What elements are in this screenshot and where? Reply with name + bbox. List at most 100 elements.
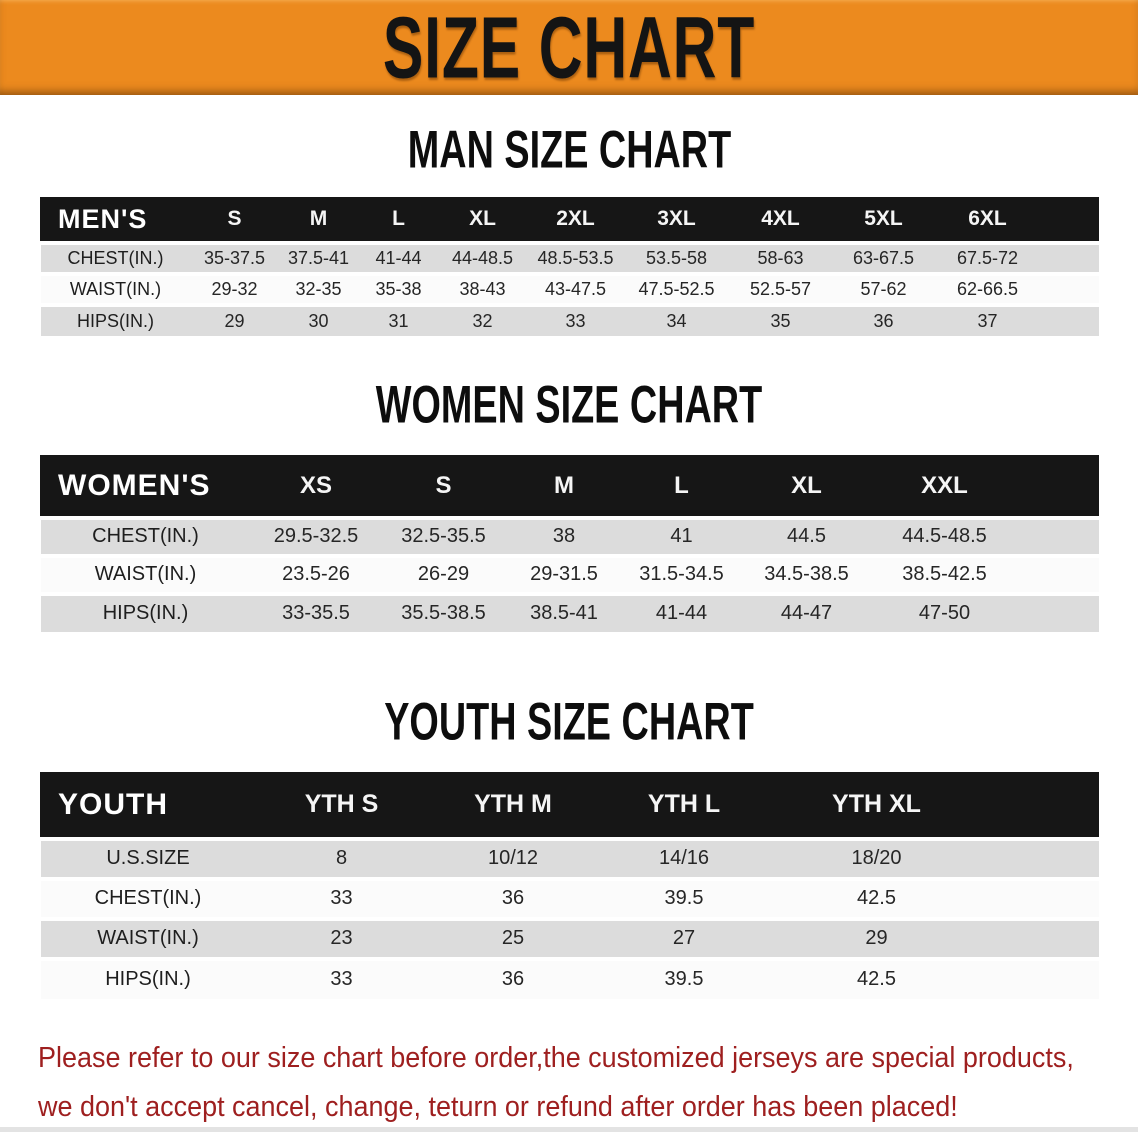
size-value-cell: 38.5-42.5	[902, 563, 987, 585]
size-value-cell: 58-63	[757, 247, 804, 268]
table-row: CHEST(IN.) 29.5-32.5 32.5-35.5 38 41 44.5 44.5…	[40, 517, 1099, 556]
size-table-women: WOMEN'S XS S M L XL XXL CHEST(IN.) 29.5-32.5 32.5…	[40, 455, 1099, 632]
size-value-cell: 52.5-57	[749, 278, 812, 299]
size-value-cell: 30	[308, 310, 329, 331]
row-label-cell: WAIST(IN.)	[97, 927, 199, 949]
size-value-cell: 35	[770, 310, 791, 331]
column-header-cell: 5XL	[832, 197, 935, 243]
size-value-cell: 47-50	[918, 602, 971, 624]
size-value-cell: 38-43	[459, 278, 506, 299]
spacer-cell	[1017, 556, 1099, 594]
column-header-cell: S	[381, 455, 506, 518]
size-value-cell: 48.5-53.5	[537, 247, 614, 268]
size-table-men: MEN'S S M L XL 2XL 3XL 4XL 5XL 6XL CHEST(IN.) 35-37…	[40, 197, 1099, 336]
spacer-cell	[1041, 243, 1099, 274]
table-row: HIPS(IN.) 29 30 31 32 33 34 35 36 37	[40, 304, 1099, 336]
size-value-cell: 44.5	[787, 525, 826, 547]
size-value-cell: 44-48.5	[451, 247, 514, 268]
size-value-cell: 23.5-26	[282, 563, 350, 585]
row-label-cell: HIPS(IN.)	[76, 310, 154, 331]
size-value-cell: 23	[330, 927, 353, 949]
row-label-cell: U.S.SIZE	[106, 847, 190, 869]
table-header-row: YOUTH YTH S YTH M YTH L YTH XL	[40, 772, 1099, 839]
size-value-cell: 29	[224, 310, 245, 331]
column-header-cell: XL	[740, 455, 873, 518]
spacer-cell	[1040, 197, 1099, 243]
size-value-cell: 32.5-35.5	[401, 525, 486, 547]
table-header-row: MEN'S S M L XL 2XL 3XL 4XL 5XL 6XL	[40, 197, 1099, 243]
banner: SIZE CHART	[0, 0, 1138, 96]
size-value-cell: 34	[666, 310, 687, 331]
size-table-youth: YOUTH YTH S YTH M YTH L YTH XL U.S.SIZE 8 10/12…	[40, 772, 1099, 999]
size-value-cell: 41	[670, 525, 693, 547]
table-header-row: WOMEN'S XS S M L XL XXL	[40, 455, 1099, 518]
section-heading-men-text: MAN SIZE CHART	[407, 119, 731, 180]
size-value-cell: 39.5	[664, 968, 704, 990]
size-value-cell: 25	[501, 927, 525, 949]
column-header-cell: XS	[250, 455, 382, 518]
disclaimer-note: Please refer to our size chart before or…	[38, 1034, 1133, 1132]
size-value-cell: 33	[330, 968, 353, 990]
size-value-cell: 44-47	[780, 602, 833, 624]
size-value-cell: 32	[472, 310, 493, 331]
size-value-cell: 10/12	[487, 847, 539, 869]
size-value-cell: 38.5-41	[530, 602, 598, 624]
size-value-cell: 57-62	[860, 278, 907, 299]
size-value-cell: 18/20	[851, 847, 902, 869]
size-value-cell: 62-66.5	[956, 278, 1019, 299]
size-value-cell: 42.5	[857, 968, 896, 990]
column-header-cell: 4XL	[728, 197, 833, 243]
size-value-cell: 53.5-58	[645, 247, 708, 268]
row-label-cell: HIPS(IN.)	[105, 968, 191, 990]
disclaimer-line-1: Please refer to our size chart before or…	[38, 1042, 1074, 1074]
column-header-cell: L	[358, 197, 439, 243]
size-value-cell: 14/16	[658, 847, 710, 869]
disclaimer-line-2: we don't accept cancel, change, teturn o…	[38, 1091, 958, 1123]
column-header-cell: 3XL	[624, 197, 729, 243]
size-value-cell: 35-38	[375, 278, 422, 299]
spacer-cell	[984, 959, 1099, 999]
column-header-cell: 2XL	[526, 197, 625, 243]
row-label-cell: CHEST(IN.)	[92, 525, 199, 547]
column-header-cell: L	[622, 455, 741, 518]
section-heading-youth: YOUTH SIZE CHART	[0, 691, 1138, 751]
size-value-cell: 31	[388, 310, 409, 331]
size-value-cell: 37	[977, 310, 998, 331]
size-value-cell: 36	[873, 310, 894, 331]
column-header-cell: YTH S	[255, 772, 428, 839]
section-heading-women-text: WOMEN SIZE CHART	[375, 374, 763, 435]
spacer-cell	[1041, 274, 1099, 305]
row-label-cell: CHEST(IN.)	[94, 887, 202, 909]
size-value-cell: 33	[330, 887, 353, 909]
spacer-cell	[1017, 518, 1099, 556]
column-header-cell: M	[278, 197, 359, 243]
size-value-cell: 32-35	[295, 278, 342, 299]
column-header-cell: 6XL	[934, 197, 1041, 243]
column-header-cell: YTH L	[598, 772, 770, 839]
row-label-cell: CHEST(IN.)	[67, 247, 164, 268]
column-header-cell: YTH M	[427, 772, 599, 839]
size-value-cell: 42.5	[857, 887, 896, 909]
table-corner-label: WOMEN'S	[40, 455, 251, 518]
size-value-cell: 33-35.5	[282, 602, 350, 624]
spacer-cell	[984, 879, 1099, 919]
size-value-cell: 29	[865, 927, 888, 949]
row-label-cell: HIPS(IN.)	[102, 602, 189, 624]
table-row: WAIST(IN.) 29-32 32-35 35-38 38-43 43-47.5 47.…	[40, 273, 1099, 305]
table-row: WAIST(IN.) 23.5-26 26-29 29-31.5 31.5-34.5 34…	[40, 555, 1099, 594]
size-value-cell: 47.5-52.5	[638, 278, 715, 299]
column-header-cell: XXL	[872, 455, 1017, 518]
spacer-cell	[984, 919, 1099, 959]
size-value-cell: 33	[565, 310, 586, 331]
spacer-cell	[983, 772, 1099, 839]
size-value-cell: 63-67.5	[852, 247, 915, 268]
size-value-cell: 43-47.5	[544, 278, 607, 299]
section-heading-youth-text: YOUTH SIZE CHART	[384, 691, 754, 752]
size-value-cell: 35.5-38.5	[401, 602, 486, 624]
size-value-cell: 44.5-48.5	[902, 525, 987, 547]
size-value-cell: 29-32	[211, 278, 258, 299]
table-row: CHEST(IN.) 35-37.5 37.5-41 41-44 44-48.5 48.5…	[40, 242, 1099, 274]
size-value-cell: 41-44	[375, 247, 422, 268]
column-header-cell: M	[505, 455, 623, 518]
